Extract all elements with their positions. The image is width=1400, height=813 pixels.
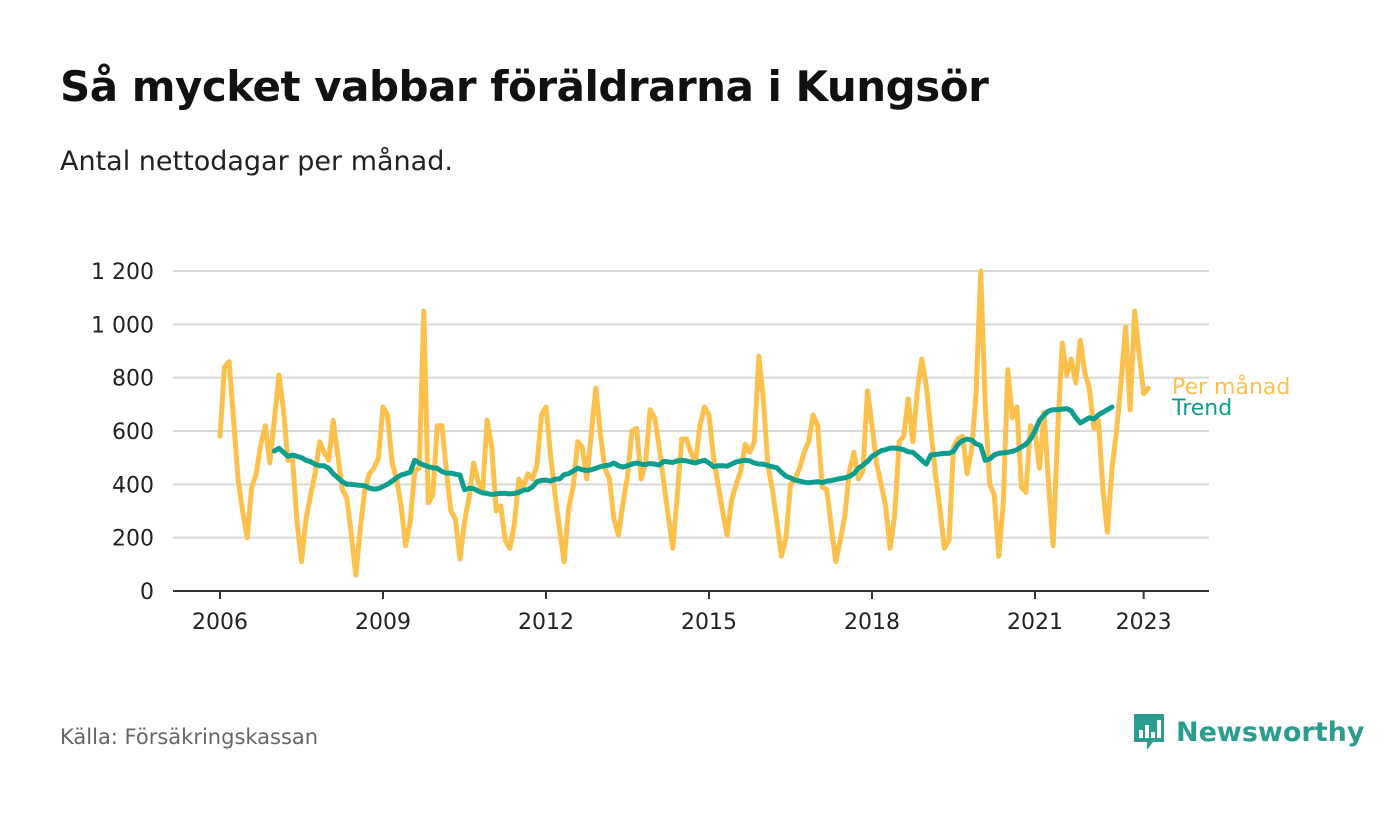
series-lines (217, 268, 1151, 578)
y-tick-label: 0 (140, 580, 154, 605)
source-note: Källa: Försäkringskassan (60, 725, 319, 749)
x-tick-label: 2012 (518, 610, 574, 635)
chart-title: Så mycket vabbar föräldrarna i Kungsör (60, 62, 989, 111)
y-tick-label: 200 (112, 527, 154, 552)
x-tick-label: 2021 (1007, 610, 1063, 635)
bar-chart-speech-bubble-icon (1134, 714, 1164, 750)
y-tick-label: 800 (112, 367, 154, 392)
y-tick-label: 1 200 (91, 260, 154, 285)
brand-name: Newsworthy (1176, 716, 1365, 748)
x-tick-label: 2015 (681, 610, 737, 635)
chart-subtitle: Antal nettodagar per månad. (60, 146, 453, 177)
x-tick-label: 2006 (192, 610, 248, 635)
x-tick-label: 2009 (355, 610, 411, 635)
y-tick-label: 1 000 (91, 313, 154, 338)
x-tick-label: 2018 (844, 610, 900, 635)
y-tick-label: 400 (112, 473, 154, 498)
end-label-trend: Trend (1171, 396, 1232, 421)
y-axis: 0 200 400 600 800 1 000 1 200 (91, 260, 154, 605)
series-line-monthly (217, 268, 1151, 578)
x-axis: 2006 2009 2012 2015 2018 2021 2023 (173, 590, 1209, 635)
series-line-trend (271, 404, 1115, 497)
y-tick-label: 600 (112, 420, 154, 445)
brand-logo[interactable]: Newsworthy (1132, 712, 1364, 752)
end-label-monthly: Per månad (1172, 374, 1290, 400)
x-tick-label: 2023 (1116, 610, 1172, 635)
